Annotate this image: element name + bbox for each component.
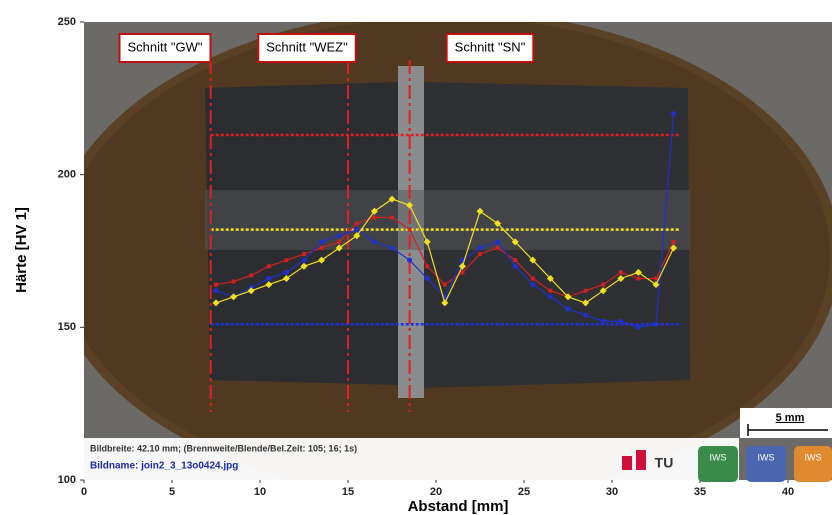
point <box>513 258 517 262</box>
point <box>214 288 219 293</box>
point <box>548 289 552 293</box>
x-axis-label: Abstand [mm] <box>408 498 509 515</box>
point <box>618 319 623 324</box>
point <box>284 258 288 262</box>
point <box>355 222 359 226</box>
point <box>337 240 341 244</box>
point <box>232 280 236 284</box>
point <box>408 228 412 232</box>
logo-text: IWS <box>805 452 822 462</box>
logo-shape <box>636 450 646 470</box>
point <box>425 276 430 281</box>
point <box>478 245 483 250</box>
point <box>548 294 553 299</box>
point <box>443 283 447 287</box>
logo-shape <box>622 456 632 470</box>
point <box>320 246 324 250</box>
point <box>284 270 289 275</box>
specimen-sheen <box>205 190 690 250</box>
point <box>390 215 394 219</box>
point <box>372 215 376 219</box>
annotation-label: Schnitt "GW" <box>128 39 203 54</box>
point <box>566 307 571 312</box>
point <box>354 227 359 232</box>
x-tick-label: 25 <box>518 486 530 498</box>
point <box>407 258 412 263</box>
y-axis-label: Härte [HV 1] <box>13 207 30 293</box>
point <box>584 289 588 293</box>
annotation-label: Schnitt "WEZ" <box>266 39 348 54</box>
point <box>654 276 658 280</box>
point <box>302 252 306 256</box>
point <box>319 239 324 244</box>
point <box>302 258 307 263</box>
point <box>214 283 218 287</box>
point <box>601 283 605 287</box>
point <box>513 264 518 269</box>
x-tick-label: 10 <box>254 486 266 498</box>
x-tick-label: 30 <box>606 486 618 498</box>
point <box>267 264 271 268</box>
y-tick-label: 100 <box>58 474 76 486</box>
micrograph <box>50 10 832 500</box>
scale-label: 5 mm <box>776 412 805 424</box>
point <box>583 313 588 318</box>
y-tick-label: 200 <box>58 169 76 181</box>
point <box>460 270 464 274</box>
x-tick-label: 15 <box>342 486 354 498</box>
logo-text: IWS <box>758 452 775 462</box>
point <box>249 273 253 277</box>
point <box>654 322 659 327</box>
chart: Bildbreite: 42.10 mm; (Brennweite/Blende… <box>0 0 832 515</box>
point <box>672 240 676 244</box>
point <box>425 264 429 268</box>
point <box>531 276 535 280</box>
annotation-label: Schnitt "SN" <box>455 39 526 54</box>
point <box>619 270 623 274</box>
point <box>337 233 342 238</box>
point <box>372 239 377 244</box>
x-tick-label: 0 <box>81 486 87 498</box>
point <box>390 245 395 250</box>
point <box>636 325 641 330</box>
logo-text: IWS <box>710 452 727 462</box>
point <box>496 246 500 250</box>
point <box>478 252 482 256</box>
point <box>530 282 535 287</box>
point <box>266 276 271 281</box>
y-tick-label: 150 <box>58 321 76 333</box>
caption-line: Bildname: join2_3_13o0424.jpg <box>90 461 238 472</box>
point <box>495 239 500 244</box>
y-tick-label: 250 <box>58 16 76 28</box>
caption-line: Bildbreite: 42.10 mm; (Brennweite/Blende… <box>90 443 357 453</box>
point <box>671 111 676 116</box>
x-tick-label: 40 <box>782 486 794 498</box>
x-tick-label: 35 <box>694 486 706 498</box>
point <box>601 319 606 324</box>
x-tick-label: 5 <box>169 486 175 498</box>
point <box>636 276 640 280</box>
x-tick-label: 20 <box>430 486 442 498</box>
logo-text: TU <box>655 455 674 471</box>
